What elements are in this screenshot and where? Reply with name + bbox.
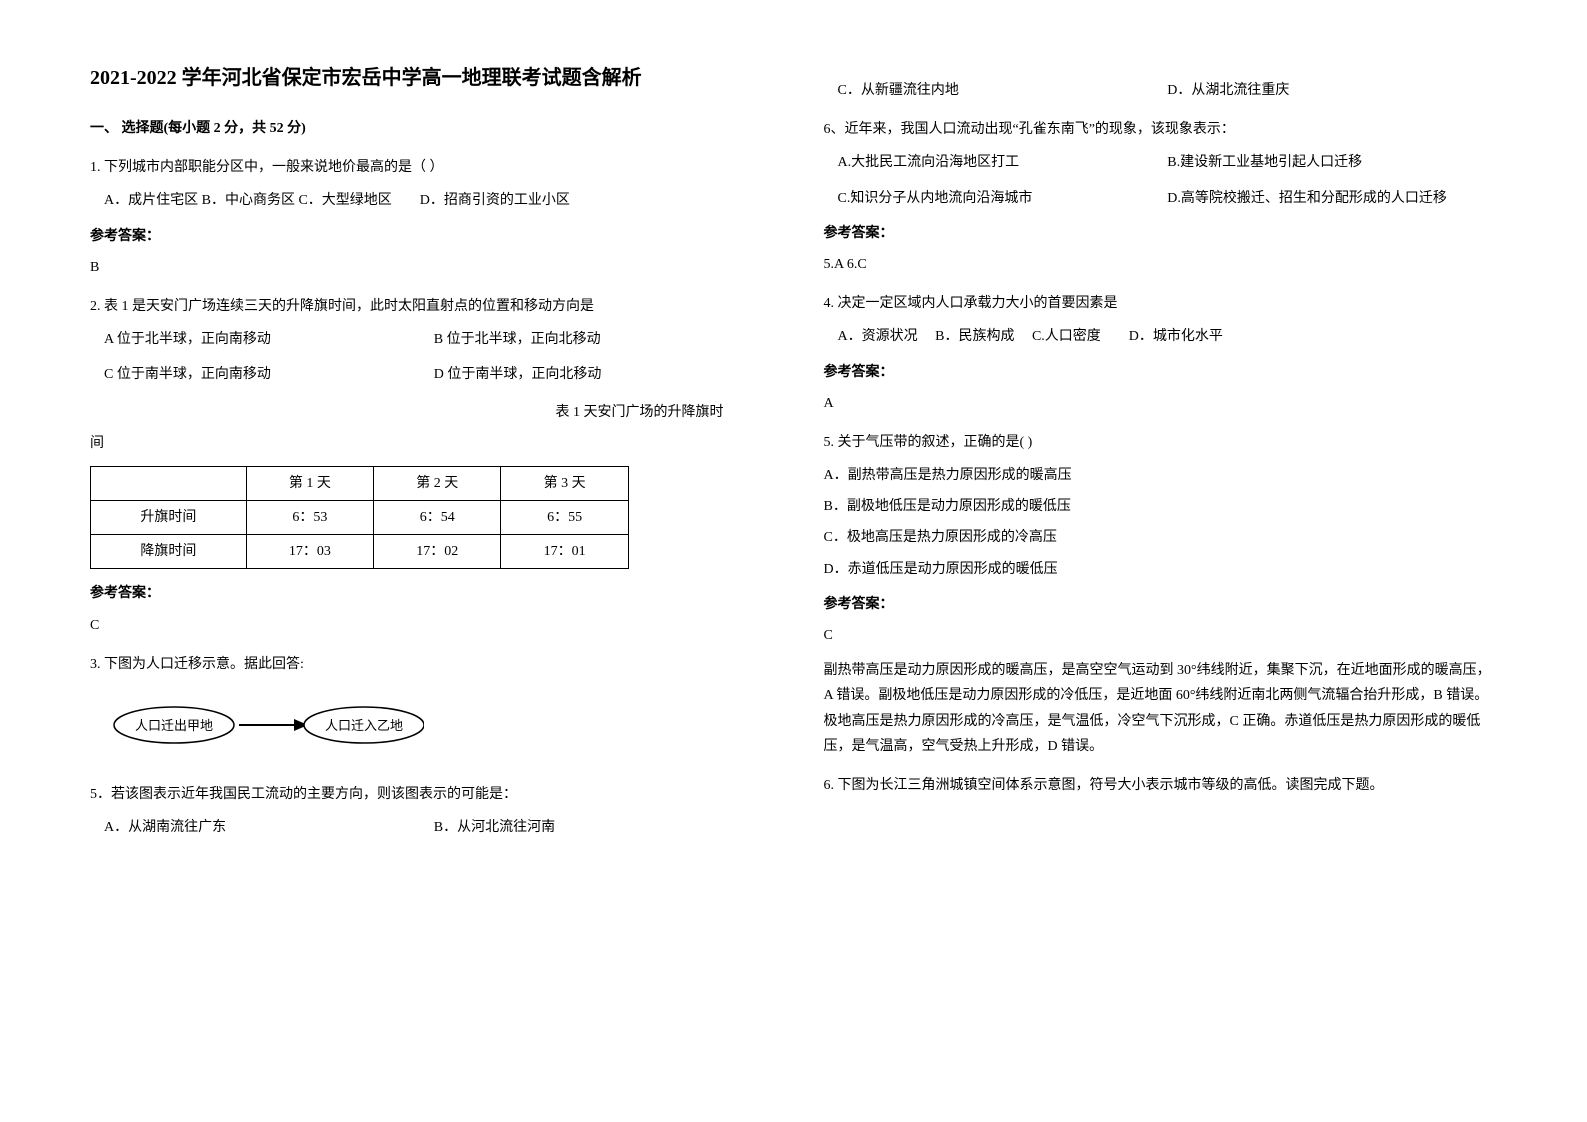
q2-opt-d: D 位于南半球，正向北移动 bbox=[434, 362, 764, 387]
q2-table: 第 1 天 第 2 天 第 3 天 升旗时间 6：53 6：54 6：55 降旗… bbox=[90, 466, 629, 570]
doc-title: 2021-2022 学年河北省保定市宏岳中学高一地理联考试题含解析 bbox=[90, 60, 764, 96]
q2-opt-a: A 位于北半球，正向南移动 bbox=[104, 327, 434, 352]
table-row: 降旗时间 17：03 17：02 17：01 bbox=[91, 535, 629, 569]
q3-sub5-opt-a: A．从湖南流往广东 bbox=[104, 815, 434, 840]
q3-sub5-opt-c: C．从新疆流往内地 bbox=[838, 78, 1168, 103]
table-row: 升旗时间 6：53 6：54 6：55 bbox=[91, 501, 629, 535]
q3-answer: 5.A 6.C bbox=[824, 252, 1498, 277]
table-header bbox=[91, 466, 247, 500]
q2-opt-b: B 位于北半球，正向北移动 bbox=[434, 327, 764, 352]
q6-stem: 6. 下图为长江三角洲城镇空间体系示意图，符号大小表示城市等级的高低。读图完成下… bbox=[824, 773, 1498, 798]
migration-diagram-icon: 人口迁出甲地 人口迁入乙地 bbox=[104, 695, 424, 755]
q5-opt-a: A．副热带高压是热力原因形成的暖高压 bbox=[824, 463, 1498, 488]
table-header: 第 3 天 bbox=[501, 466, 628, 500]
table-cell: 6：54 bbox=[374, 501, 501, 535]
table-cell: 6：53 bbox=[246, 501, 373, 535]
q3-sub6-opt-c: C.知识分子从内地流向沿海城市 bbox=[838, 186, 1168, 211]
q2-opt-c: C 位于南半球，正向南移动 bbox=[104, 362, 434, 387]
table-cell: 升旗时间 bbox=[91, 501, 247, 535]
q3-sub5-opt-b: B．从河北流往河南 bbox=[434, 815, 764, 840]
section-heading: 一、 选择题(每小题 2 分，共 52 分) bbox=[90, 116, 764, 141]
q4-options: A．资源状况 B．民族构成 C.人口密度 D．城市化水平 bbox=[838, 324, 1498, 349]
q3-answer-label: 参考答案： bbox=[824, 221, 1498, 246]
table-header: 第 2 天 bbox=[374, 466, 501, 500]
q5-explanation: 副热带高压是动力原因形成的暖高压，是高空空气运动到 30°纬线附近，集聚下沉，在… bbox=[824, 658, 1498, 759]
q3-diagram: 人口迁出甲地 人口迁入乙地 bbox=[104, 695, 764, 764]
table-header: 第 1 天 bbox=[246, 466, 373, 500]
q1-stem: 1. 下列城市内部职能分区中，一般来说地价最高的是（ ） bbox=[90, 155, 764, 180]
q4-stem: 4. 决定一定区域内人口承载力大小的首要因素是 bbox=[824, 291, 1498, 316]
q5-opt-b: B．副极地低压是动力原因形成的暖低压 bbox=[824, 494, 1498, 519]
q5-stem: 5. 关于气压带的叙述，正确的是( ) bbox=[824, 430, 1498, 455]
table-cell: 17：01 bbox=[501, 535, 628, 569]
q2-stem: 2. 表 1 是天安门广场连续三天的升降旗时间，此时太阳直射点的位置和移动方向是 bbox=[90, 294, 764, 319]
q1-options: A．成片住宅区 B．中心商务区 C．大型绿地区 D．招商引资的工业小区 bbox=[104, 188, 764, 213]
table-cell: 17：03 bbox=[246, 535, 373, 569]
q2-table-caption-cont: 间 bbox=[90, 431, 764, 456]
q3-sub5-stem: 5．若该图表示近年我国民工流动的主要方向，则该图表示的可能是： bbox=[90, 782, 764, 807]
q3-sub6-options: A.大批民工流向沿海地区打工 B.建设新工业基地引起人口迁移 C.知识分子从内地… bbox=[838, 150, 1498, 210]
q2-answer: C bbox=[90, 613, 764, 638]
q3-sub6-opt-a: A.大批民工流向沿海地区打工 bbox=[838, 150, 1168, 175]
right-column: C．从新疆流往内地 D．从湖北流往重庆 6、近年来，我国人口流动出现“孔雀东南飞… bbox=[824, 60, 1498, 849]
q4-answer: A bbox=[824, 391, 1498, 416]
q2-answer-label: 参考答案： bbox=[90, 581, 764, 606]
q3-sub6-stem: 6、近年来，我国人口流动出现“孔雀东南飞”的现象，该现象表示： bbox=[824, 117, 1498, 142]
q1-answer-label: 参考答案： bbox=[90, 224, 764, 249]
q5-opt-c: C．极地高压是热力原因形成的冷高压 bbox=[824, 525, 1498, 550]
table-cell: 6：55 bbox=[501, 501, 628, 535]
q1-answer: B bbox=[90, 255, 764, 280]
table-cell: 17：02 bbox=[374, 535, 501, 569]
left-column: 2021-2022 学年河北省保定市宏岳中学高一地理联考试题含解析 一、 选择题… bbox=[90, 60, 764, 849]
diagram-right-label: 人口迁入乙地 bbox=[325, 718, 403, 733]
q3-stem: 3. 下图为人口迁移示意。据此回答: bbox=[90, 652, 764, 677]
q5-opt-d: D．赤道低压是动力原因形成的暖低压 bbox=[824, 557, 1498, 582]
q3-sub6-opt-d: D.高等院校搬迁、招生和分配形成的人口迁移 bbox=[1167, 186, 1497, 211]
table-row: 第 1 天 第 2 天 第 3 天 bbox=[91, 466, 629, 500]
q3-sub5-options: A．从湖南流往广东 B．从河北流往河南 bbox=[104, 815, 764, 840]
q5-answer-label: 参考答案： bbox=[824, 592, 1498, 617]
q2-options: A 位于北半球，正向南移动 B 位于北半球，正向北移动 C 位于南半球，正向南移… bbox=[104, 327, 764, 387]
q3-sub6-opt-b: B.建设新工业基地引起人口迁移 bbox=[1167, 150, 1497, 175]
q3-sub5-options-cont: C．从新疆流往内地 D．从湖北流往重庆 bbox=[838, 78, 1498, 103]
q5-answer: C bbox=[824, 623, 1498, 648]
q4-answer-label: 参考答案： bbox=[824, 360, 1498, 385]
table-cell: 降旗时间 bbox=[91, 535, 247, 569]
q2-table-caption: 表 1 天安门广场的升降旗时 bbox=[90, 400, 764, 425]
diagram-left-label: 人口迁出甲地 bbox=[135, 718, 213, 733]
q3-sub5-opt-d: D．从湖北流往重庆 bbox=[1167, 78, 1497, 103]
